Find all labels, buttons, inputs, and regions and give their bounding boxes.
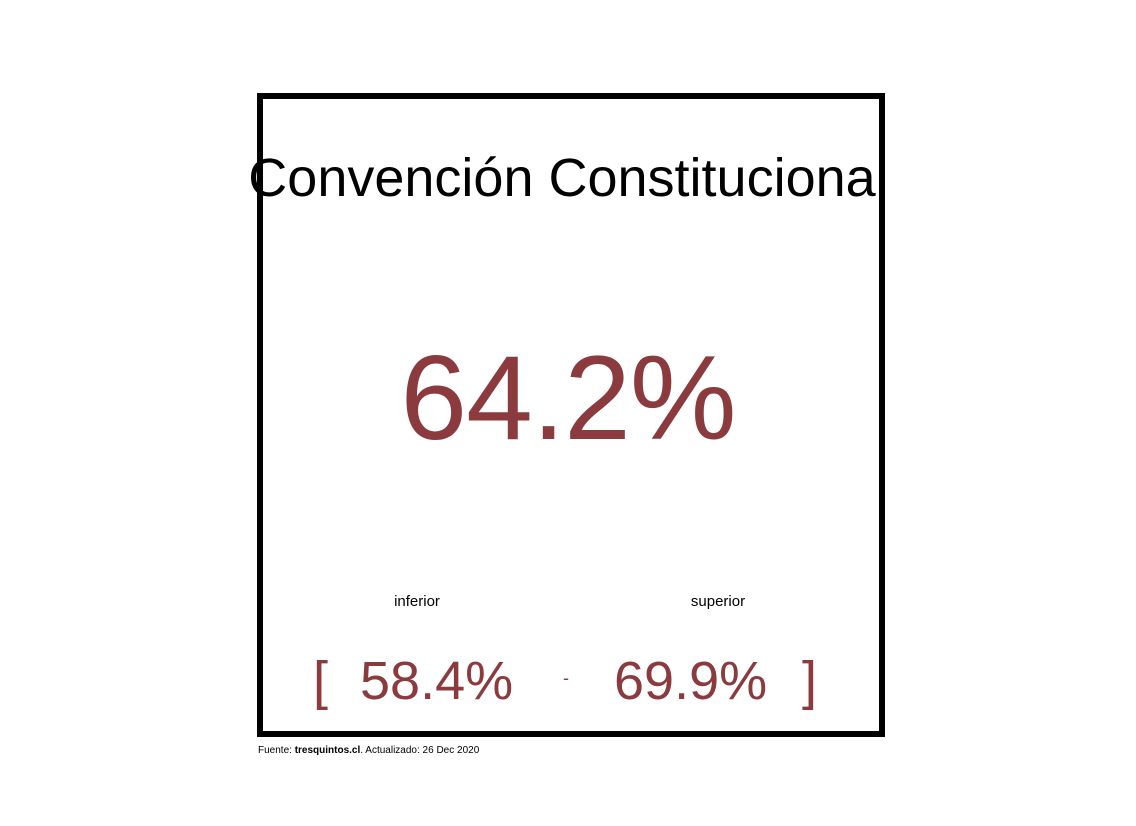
lower-bound-value: 58.4% [360,651,514,711]
source-prefix: Fuente: [258,745,295,756]
main-percentage-value: 64.2% [400,331,736,465]
interval-open-bracket: [ [313,651,329,711]
source-footer: Fuente: tresquintos.cl. Actualizado: 26 … [258,744,479,758]
chart-title: Convención Constitucional [248,148,888,208]
upper-bound-value: 69.9% [614,651,768,711]
source-link[interactable]: tresquintos.cl [294,745,361,756]
result-card-frame [257,93,885,737]
interval-separator: - [563,668,569,688]
interval-close-bracket: ] [802,651,818,711]
upper-bound-label: superior [690,593,746,610]
lower-bound-label: inferior [394,593,440,610]
updated-date: . Actualizado: 26 Dec 2020 [360,745,480,756]
